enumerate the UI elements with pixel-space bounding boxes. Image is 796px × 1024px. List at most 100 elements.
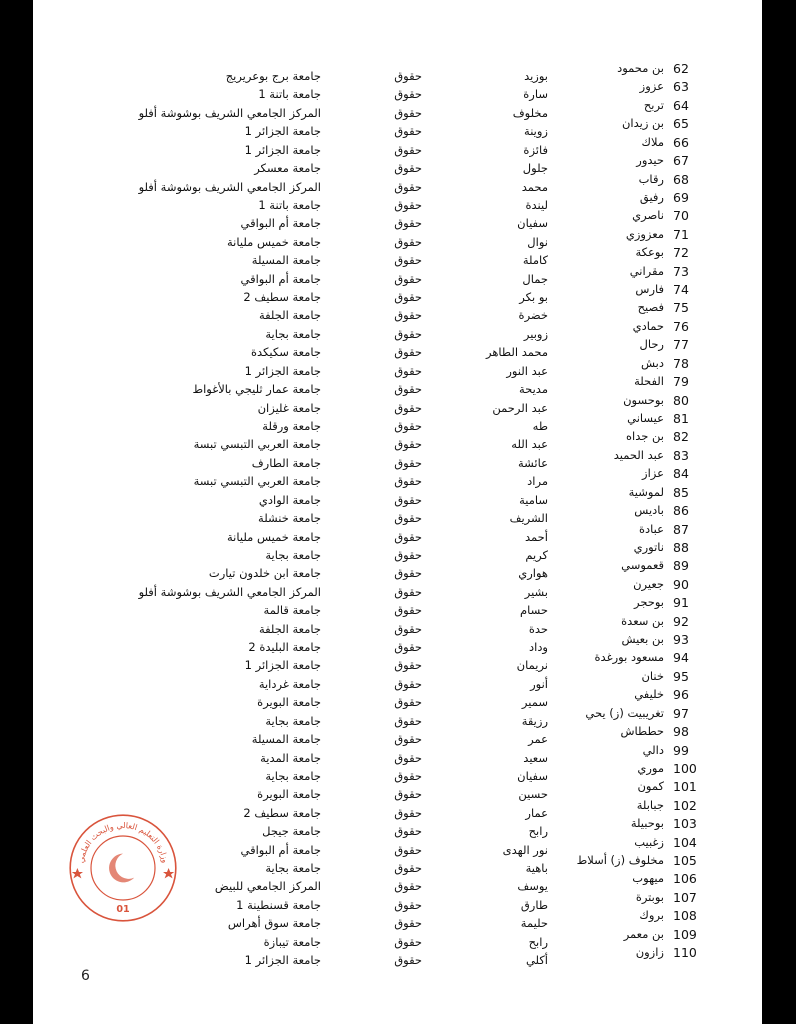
first-name-cell: حليمة [520, 916, 548, 931]
field-cell: حقوق [394, 953, 422, 968]
row-number: 63 [673, 79, 689, 95]
table-row: 80 بوحسون عبد الرحمن حقوق جامعة غليزان [33, 393, 762, 419]
first-name-cell: حسام [520, 603, 548, 618]
university-cell: جامعة باتنة 1 [258, 197, 321, 212]
table-row: 104 زغبيب نور الهدى حقوق جامعة أم البواقي [33, 835, 762, 861]
table-row: 70 ناصري سفيان حقوق جامعة أم البواقي [33, 208, 762, 234]
first-name-cell: حدة [528, 621, 548, 636]
row-number: 83 [673, 447, 689, 463]
field-cell: حقوق [394, 87, 422, 102]
field-cell: حقوق [394, 658, 422, 673]
table-row: 86 باديس الشريف حقوق جامعة خنشلة [33, 503, 762, 529]
table-row: 75 فصيح خضرة حقوق جامعة الجلفة [33, 300, 762, 326]
first-name-cell: باهية [525, 861, 548, 876]
university-cell: جامعة قسنطينة 1 [236, 897, 321, 912]
university-cell: المركز الجامعي الشريف بوشوشة أفلو [138, 584, 321, 599]
row-number: 104 [673, 834, 697, 850]
star-icon [163, 868, 175, 879]
surname-cell: دبش [641, 355, 664, 370]
row-number: 65 [673, 116, 689, 132]
surname-cell: رفيق [639, 189, 664, 204]
first-name-cell: هواري [518, 566, 548, 581]
surname-cell: رحال [639, 337, 664, 352]
surname-cell: عيساني [627, 410, 664, 425]
first-name-cell: كاملة [522, 253, 548, 268]
university-cell: جامعة خميس مليانة [227, 529, 321, 544]
first-name-cell: عبد الرحمن [492, 400, 548, 415]
university-cell: جامعة بجاية [265, 861, 321, 876]
first-name-cell: نريمان [516, 658, 548, 673]
row-number: 94 [673, 650, 689, 666]
first-name-cell: أكلي [525, 953, 548, 968]
table-row: 83 عبد الحميد عائشة حقوق جامعة الطارف [33, 448, 762, 474]
row-number: 96 [673, 687, 689, 703]
surname-cell: عبد الحميد [613, 447, 664, 462]
field-cell: حقوق [394, 805, 422, 820]
surname-cell: بروك [639, 908, 664, 923]
table-row: 109 بن معمر رابح حقوق جامعة تيبازة [33, 927, 762, 953]
row-number: 95 [673, 668, 689, 684]
first-name-cell: خضرة [518, 308, 548, 323]
first-name-cell: حسين [518, 787, 548, 802]
row-number: 92 [673, 613, 689, 629]
surname-cell: الفحلة [634, 374, 664, 389]
surname-cell: موري [637, 760, 664, 775]
row-number: 86 [673, 503, 689, 519]
field-cell: حقوق [394, 732, 422, 747]
table-row: 90 جعيرن بشير حقوق المركز الجامعي الشريف بوش… [33, 577, 762, 603]
row-number: 93 [673, 632, 689, 648]
surname-cell: ناصري [632, 208, 664, 223]
field-cell: حقوق [394, 897, 422, 912]
field-cell: حقوق [394, 216, 422, 231]
first-name-cell: سفيان [517, 768, 548, 783]
university-cell: جامعة البويرة [257, 695, 321, 710]
row-number: 85 [673, 484, 689, 500]
table-row: 79 الفحلة مديحة حقوق جامعة عمار ثليجي بالأغو… [33, 374, 762, 400]
field-cell: حقوق [394, 382, 422, 397]
row-number: 99 [673, 742, 689, 758]
field-cell: حقوق [394, 69, 422, 83]
university-cell: جامعة بجاية [265, 547, 321, 562]
table-row: 73 مقراني جمال حقوق جامعة أم البواقي [33, 264, 762, 290]
field-cell: حقوق [394, 566, 422, 581]
row-number: 103 [673, 816, 697, 832]
university-cell: جامعة أم البواقي [240, 271, 322, 286]
first-name-cell: رزيقة [521, 713, 548, 728]
first-name-cell: سامية [519, 492, 548, 507]
first-name-cell: جمال [522, 271, 548, 286]
surname-cell: عزوز [639, 79, 664, 94]
table-row: 77 رحال محمد الطاهر حقوق جامعة سكيكدة [33, 337, 762, 363]
field-cell: حقوق [394, 529, 422, 544]
field-cell: حقوق [394, 584, 422, 599]
university-cell: جامعة بجاية [265, 713, 321, 728]
field-cell: حقوق [394, 363, 422, 378]
surname-cell: بوحبيلة [630, 816, 664, 831]
field-cell: حقوق [394, 842, 422, 857]
field-cell: حقوق [394, 768, 422, 783]
field-cell: حقوق [394, 124, 422, 139]
field-cell: حقوق [394, 750, 422, 765]
field-cell: حقوق [394, 695, 422, 710]
row-number: 105 [673, 853, 697, 869]
surname-cell: فصيح [637, 300, 664, 315]
row-number: 74 [673, 282, 689, 298]
row-number: 69 [673, 189, 689, 205]
first-name-cell: جلول [522, 161, 548, 176]
field-cell: حقوق [394, 916, 422, 931]
field-cell: حقوق [394, 326, 422, 341]
surname-cell: ميهوب [632, 871, 664, 886]
row-number: 109 [673, 926, 697, 942]
table-row: 98 حططاش عمر حقوق جامعة المسيلة [33, 724, 762, 750]
page-number: 6 [81, 968, 90, 984]
field-cell: حقوق [394, 290, 422, 305]
table-row: 66 ملاك فائزة حقوق جامعة الجزائر 1 [33, 135, 762, 161]
first-name-cell: أنور [530, 676, 548, 691]
surname-cell: عبادة [639, 521, 664, 536]
first-name-cell: ليندة [525, 197, 548, 212]
row-number: 87 [673, 521, 689, 537]
university-cell: جامعة المسيلة [251, 732, 321, 747]
university-cell: جامعة تيبازة [263, 934, 321, 949]
surname-cell: جعيرن [633, 576, 664, 591]
table-row: 95 خنان أنور حقوق جامعة غرداية [33, 669, 762, 695]
university-cell: جامعة خميس مليانة [227, 234, 321, 249]
